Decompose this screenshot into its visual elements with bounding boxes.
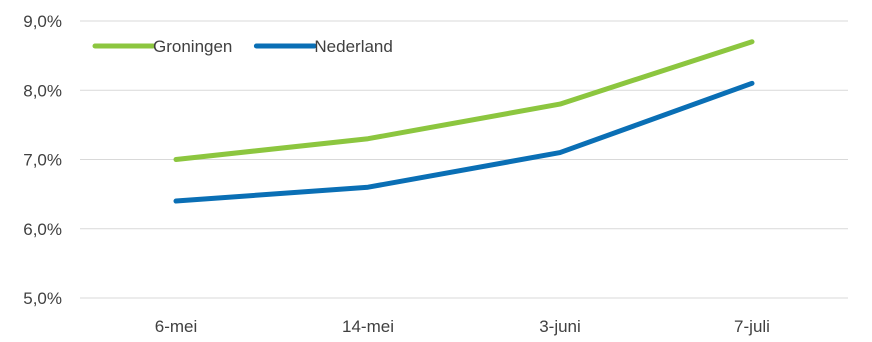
x-tick-label: 7-juli bbox=[734, 317, 770, 336]
legend-label-groningen: Groningen bbox=[153, 37, 232, 56]
x-axis-tick-labels: 6-mei 14-mei 3-juni 7-juli bbox=[155, 317, 770, 336]
series-lines bbox=[173, 39, 755, 204]
y-tick-label: 6,0% bbox=[23, 220, 62, 239]
y-axis-tick-labels: 5,0% 6,0% 7,0% 8,0% 9,0% bbox=[23, 12, 62, 308]
series-line-groningen bbox=[173, 39, 755, 162]
gridlines bbox=[80, 20, 848, 299]
series-line-nederland bbox=[173, 80, 755, 204]
y-tick-label: 7,0% bbox=[23, 151, 62, 170]
x-tick-label: 6-mei bbox=[155, 317, 198, 336]
legend-label-nederland: Nederland bbox=[314, 37, 392, 56]
y-tick-label: 5,0% bbox=[23, 289, 62, 308]
y-tick-label: 8,0% bbox=[23, 81, 62, 100]
y-tick-label: 9,0% bbox=[23, 12, 62, 31]
legend: Groningen Nederland bbox=[92, 37, 393, 56]
x-tick-label: 14-mei bbox=[342, 317, 394, 336]
x-tick-label: 3-juni bbox=[539, 317, 581, 336]
